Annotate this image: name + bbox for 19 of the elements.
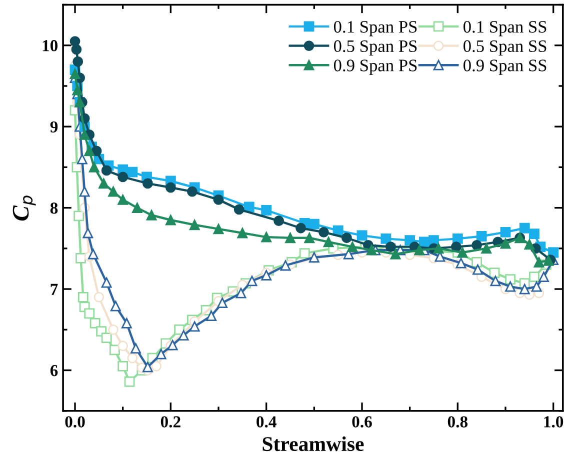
legend-label: 0.9 Span SS — [464, 60, 546, 75]
x-tick-label: 0.8 — [448, 416, 468, 428]
legend-label: 0.9 Span PS — [334, 60, 417, 75]
legend-label: 0.1 Span SS — [464, 20, 546, 36]
x-tick-label: 1.0 — [544, 416, 564, 428]
x-axis-title: Streamwise — [262, 436, 364, 452]
x-tick-label: 0.2 — [160, 416, 180, 428]
x-tick-label: 0.0 — [65, 416, 85, 428]
y-tick-label: 10 — [42, 40, 58, 52]
legend-label: 0.1 Span PS — [334, 20, 417, 36]
x-tick-label: 0.4 — [256, 416, 276, 428]
legend-label: 0.5 Span PS — [334, 40, 417, 56]
y-tick-label: 9 — [50, 121, 58, 133]
y-tick-label: 7 — [50, 284, 58, 295]
y-tick-label: 6 — [50, 365, 58, 376]
y-axis-title: C$_{p}$ — [12, 196, 36, 221]
y-tick-label: 8 — [50, 202, 58, 214]
legend-label: 0.5 Span SS — [464, 40, 546, 56]
x-tick-label: 0.6 — [352, 416, 372, 428]
